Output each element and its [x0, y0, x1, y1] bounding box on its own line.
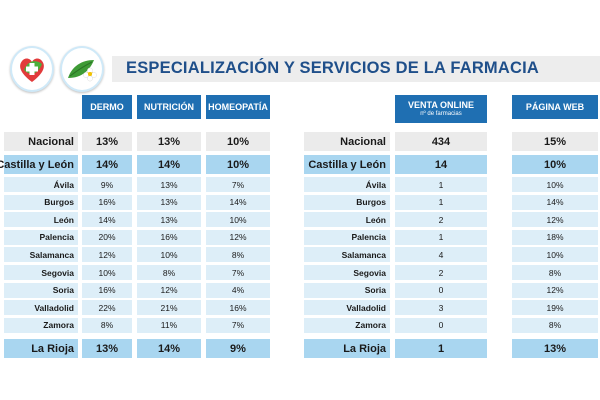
row-label-zamora: Zamora	[4, 317, 78, 333]
column-header-homeopatia: HOMEOPATÍA	[206, 95, 270, 119]
heart-cross-logo	[10, 46, 54, 92]
cell-dermo-castilla-y-leon: 14%	[82, 155, 132, 174]
cell-homeopatia-nacional: 10%	[206, 132, 270, 151]
row-label-leon: León	[4, 212, 78, 228]
cell-venta-online-nacional: 434	[395, 132, 487, 151]
cell-dermo-salamanca: 12%	[82, 247, 132, 263]
cell-venta-online-leon: 2	[395, 212, 487, 228]
row-label-right-segovia: Segovia	[304, 265, 390, 280]
cell-venta-online-segovia: 2	[395, 265, 487, 280]
row-label-right-leon: León	[304, 212, 390, 228]
cell-nutricion-leon: 13%	[137, 212, 201, 228]
row-label-castilla-y-leon: Castilla y León	[0, 155, 78, 174]
cell-nutricion-valladolid: 21%	[137, 300, 201, 316]
cell-dermo-zamora: 8%	[82, 317, 132, 333]
cell-venta-online-avila: 1	[395, 177, 487, 192]
column-header-pagina-web: PÁGINA WEB	[512, 95, 598, 119]
cell-nutricion-zamora: 11%	[137, 317, 201, 333]
cell-nutricion-nacional: 13%	[137, 132, 201, 151]
cell-homeopatia-avila: 7%	[206, 177, 270, 192]
row-label-salamanca: Salamanca	[4, 247, 78, 263]
cell-dermo-burgos: 16%	[82, 194, 132, 210]
cell-homeopatia-valladolid: 16%	[206, 300, 270, 316]
cell-dermo-nacional: 13%	[82, 132, 132, 151]
page-title: ESPECIALIZACIÓN Y SERVICIOS DE LA FARMAC…	[126, 59, 540, 77]
cell-dermo-segovia: 10%	[82, 265, 132, 280]
cell-venta-online-valladolid: 3	[395, 300, 487, 316]
cell-venta-online-la-rioja: 1	[395, 339, 487, 358]
cell-pagina-web-palencia: 18%	[512, 229, 598, 245]
row-label-avila: Ávila	[4, 177, 78, 192]
cell-nutricion-segovia: 8%	[137, 265, 201, 280]
cell-nutricion-salamanca: 10%	[137, 247, 201, 263]
row-label-right-zamora: Zamora	[304, 317, 390, 333]
cell-homeopatia-burgos: 14%	[206, 194, 270, 210]
row-label-right-la-rioja: La Rioja	[304, 339, 390, 358]
cell-pagina-web-leon: 12%	[512, 212, 598, 228]
cell-pagina-web-la-rioja: 13%	[512, 339, 598, 358]
row-label-nacional: Nacional	[4, 132, 78, 151]
cell-pagina-web-castilla-y-leon: 10%	[512, 155, 598, 174]
row-label-la-rioja: La Rioja	[4, 339, 78, 358]
cell-nutricion-palencia: 16%	[137, 229, 201, 245]
row-label-right-nacional: Nacional	[304, 132, 390, 151]
cell-nutricion-avila: 13%	[137, 177, 201, 192]
row-label-palencia: Palencia	[4, 229, 78, 245]
row-label-right-soria: Soria	[304, 282, 390, 298]
venta-online-sublabel: nº de farmacias	[420, 110, 462, 117]
cell-venta-online-burgos: 1	[395, 194, 487, 210]
column-header-dermo: DERMO	[82, 95, 132, 119]
column-header-nutricion: NUTRICIÓN	[137, 95, 201, 119]
cell-homeopatia-segovia: 7%	[206, 265, 270, 280]
row-label-right-salamanca: Salamanca	[304, 247, 390, 263]
cell-nutricion-soria: 12%	[137, 282, 201, 298]
row-label-right-castilla-y-leon: Castilla y León	[304, 155, 390, 174]
cell-homeopatia-leon: 10%	[206, 212, 270, 228]
row-label-right-avila: Ávila	[304, 177, 390, 192]
cell-venta-online-salamanca: 4	[395, 247, 487, 263]
cell-pagina-web-burgos: 14%	[512, 194, 598, 210]
column-header-venta-online: VENTA ONLINE nº de farmacias	[395, 95, 487, 123]
cell-dermo-avila: 9%	[82, 177, 132, 192]
cell-venta-online-palencia: 1	[395, 229, 487, 245]
cell-nutricion-la-rioja: 14%	[137, 339, 201, 358]
venta-online-label: VENTA ONLINE	[407, 100, 474, 111]
cell-pagina-web-segovia: 8%	[512, 265, 598, 280]
cell-nutricion-castilla-y-leon: 14%	[137, 155, 201, 174]
cell-homeopatia-zamora: 7%	[206, 317, 270, 333]
cell-venta-online-zamora: 0	[395, 317, 487, 333]
cell-dermo-palencia: 20%	[82, 229, 132, 245]
row-label-segovia: Segovia	[4, 265, 78, 280]
cell-dermo-la-rioja: 13%	[82, 339, 132, 358]
row-label-right-valladolid: Valladolid	[304, 300, 390, 316]
cell-pagina-web-valladolid: 19%	[512, 300, 598, 316]
cell-pagina-web-nacional: 15%	[512, 132, 598, 151]
row-label-burgos: Burgos	[4, 194, 78, 210]
cell-pagina-web-salamanca: 10%	[512, 247, 598, 263]
row-label-soria: Soria	[4, 282, 78, 298]
cell-homeopatia-castilla-y-leon: 10%	[206, 155, 270, 174]
cell-dermo-leon: 14%	[82, 212, 132, 228]
cell-pagina-web-zamora: 8%	[512, 317, 598, 333]
row-label-valladolid: Valladolid	[4, 300, 78, 316]
row-label-right-palencia: Palencia	[304, 229, 390, 245]
title-bar	[112, 56, 600, 82]
cell-homeopatia-palencia: 12%	[206, 229, 270, 245]
cell-pagina-web-avila: 10%	[512, 177, 598, 192]
cell-dermo-valladolid: 22%	[82, 300, 132, 316]
cell-homeopatia-salamanca: 8%	[206, 247, 270, 263]
cell-pagina-web-soria: 12%	[512, 282, 598, 298]
cell-nutricion-burgos: 13%	[137, 194, 201, 210]
cell-venta-online-castilla-y-leon: 14	[395, 155, 487, 174]
flower-logo	[60, 46, 104, 92]
cell-homeopatia-la-rioja: 9%	[206, 339, 270, 358]
row-label-right-burgos: Burgos	[304, 194, 390, 210]
cell-dermo-soria: 16%	[82, 282, 132, 298]
cell-venta-online-soria: 0	[395, 282, 487, 298]
cell-homeopatia-soria: 4%	[206, 282, 270, 298]
